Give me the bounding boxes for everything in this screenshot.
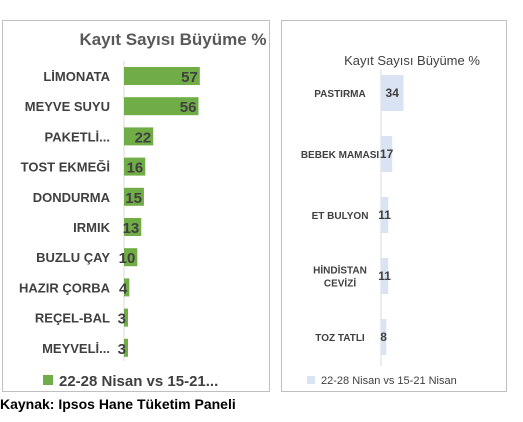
- right-value-label: 11: [378, 269, 391, 283]
- right-bar: [381, 258, 389, 294]
- right-chart: Kayıt Sayısı Büyüme % PASTIRMA 34 BEBEK MAM…: [301, 53, 481, 387]
- right-value-label: 8: [380, 330, 387, 344]
- left-category-label: REÇEL-BAL: [35, 311, 110, 326]
- left-category-label: DONDURMA: [33, 190, 111, 205]
- left-category-label: TOST EKMEĞİ: [21, 160, 110, 175]
- left-value-label: 22: [135, 129, 152, 146]
- left-value-label: 3: [118, 311, 126, 328]
- left-value-label: 16: [127, 160, 144, 177]
- right-value-label: 11: [378, 208, 391, 222]
- left-bar: [124, 338, 128, 357]
- right-bar: [381, 197, 389, 233]
- left-bar: [124, 67, 200, 85]
- left-value-label: 56: [180, 99, 197, 116]
- left-legend-label: 22-28 Nisan vs 15-21...: [59, 373, 218, 390]
- right-legend-label: 22-28 Nisan vs 15-21 Nisan: [321, 375, 457, 387]
- right-category-label: BEBEK MAMASI: [301, 150, 380, 161]
- right-value-label: 34: [386, 86, 400, 100]
- left-bar: [124, 218, 142, 236]
- left-category-label: PAKETLİ...: [45, 129, 110, 144]
- left-legend-swatch: [43, 375, 53, 385]
- source-note: Kaynak: Ipsos Hane Tüketim Paneli: [0, 396, 236, 412]
- right-category-label: ET BULYON: [312, 211, 369, 222]
- right-bar: [381, 75, 404, 111]
- left-chart-title: Kayıt Sayısı Büyüme %: [79, 30, 266, 49]
- right-chart-title: Kayıt Sayısı Büyüme %: [344, 53, 480, 68]
- left-value-label: 3: [118, 341, 126, 358]
- left-bar: [124, 308, 128, 327]
- right-category-label: TOZ TATLI: [315, 333, 365, 344]
- left-bar: [124, 278, 130, 297]
- left-chart: Kayıt Sayısı Büyüme % LİMONATA 57 MEYVE SUY…: [19, 30, 267, 390]
- left-category-label: IRMIK: [73, 220, 110, 235]
- left-value-label: 4: [119, 280, 128, 297]
- left-value-label: 13: [123, 220, 140, 237]
- left-bar: [124, 187, 144, 206]
- right-bar: [381, 136, 393, 172]
- right-category-label: HİNDİSTAN CEVİZİ: [313, 264, 367, 290]
- right-chart-panel: Kayıt Sayısı Büyüme % PASTIRMA 34 BEBEK MAM…: [281, 20, 507, 392]
- left-value-label: 10: [119, 250, 136, 267]
- left-chart-panel: Kayıt Sayısı Büyüme % LİMONATA 57 MEYVE SUY…: [2, 20, 270, 392]
- right-category-label: PASTIRMA: [314, 89, 365, 100]
- left-category-label: HAZIR ÇORBA: [19, 280, 111, 295]
- left-category-label: MEYVELİ...: [42, 341, 110, 356]
- left-bar: [124, 97, 199, 116]
- left-bar: [124, 157, 146, 176]
- left-value-label: 15: [125, 190, 142, 207]
- left-category-label: MEYVE SUYU: [25, 99, 110, 114]
- right-legend-swatch: [307, 376, 315, 384]
- right-bar: [381, 319, 387, 355]
- right-value-label: 17: [380, 147, 394, 161]
- left-bar: [124, 248, 138, 267]
- left-value-label: 57: [181, 69, 198, 86]
- left-category-label: BUZLU ÇAY: [36, 250, 110, 265]
- left-bar: [124, 127, 154, 146]
- left-category-label: LİMONATA: [43, 69, 110, 84]
